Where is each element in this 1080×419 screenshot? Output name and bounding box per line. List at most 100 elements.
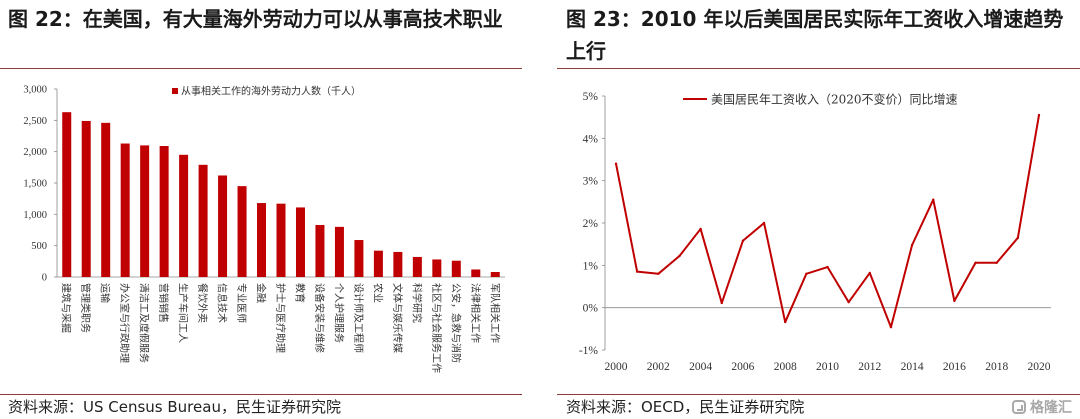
bar [412,256,422,277]
x-category-label: 营销销售 [157,283,170,323]
x-category-label: 文体与娱乐传媒 [391,283,404,353]
x-tick-label: 2010 [816,361,839,373]
bar [451,260,461,277]
data-point [741,239,745,242]
bar [257,203,267,277]
left-source-note: 资料来源：US Census Bureau，民生证券研究院 [8,398,341,416]
x-tick-label: 2006 [731,361,754,373]
bar [393,251,403,277]
bar [276,203,286,277]
x-tick-label: 2000 [605,361,628,373]
bar [237,186,247,277]
legend-label: 从事相关工作的海外劳动力人数（千人） [181,85,361,98]
left-source-divider [0,394,522,395]
x-category-label: 公安，急救与消防 [449,283,462,363]
x-tick-label: 2020 [1028,361,1051,373]
y-tick-label: 4% [583,133,599,145]
line-chart: -1% 0% 1% 2% 3% 4% 5% 2000 2002 2004 2006 2008 2010 2… [579,91,1051,373]
x-category-label: 军队相关工作 [488,283,501,343]
x-category-label: 设计师及工程师 [352,283,365,353]
data-point [974,261,977,264]
data-point [910,243,914,247]
y-tick-label: 3,000 [23,85,47,96]
x-tick-label: 2016 [943,361,966,373]
x-tick-label: 2002 [647,361,670,373]
bar [490,271,500,277]
x-category-label: 专业医师 [235,283,248,323]
y-tick-label: 3% [583,176,599,188]
data-point [932,198,935,201]
x-category-label: 生产车间工人 [177,283,190,343]
x-tick-label: 2014 [901,361,924,373]
x-category-label: 科学研究 [410,283,423,323]
x-tick-label: 2012 [858,361,881,373]
right-source-note: 资料来源：OECD，民生证券研究院 [566,398,805,416]
bar [295,207,305,277]
x-category-label: 运输 [99,283,112,303]
bar [179,154,189,277]
bar [334,226,344,277]
data-point [699,227,702,231]
legend-swatch [172,88,178,94]
x-category-label: 个人护理服务 [332,283,345,343]
data-point [657,272,660,275]
y-tick-label: 2,000 [23,147,47,158]
data-point [953,299,956,303]
bar [315,224,325,277]
x-tick-label: 2018 [985,361,1008,373]
data-point [1016,236,1020,240]
right-title-divider [557,68,1080,69]
gelonghui-logo-icon [1012,400,1026,414]
bar [354,240,364,277]
x-category-label: 管理类职务 [79,283,92,333]
data-point [784,320,787,324]
x-category-label: 农业 [371,283,384,303]
bar [120,143,130,277]
x-category-label: 设备安装与维修 [313,283,326,353]
data-point [635,270,639,273]
data-point [614,162,618,165]
y-tick-label: 5% [583,91,599,103]
watermark: 格隆汇 [1012,397,1072,417]
x-category-label: 办公室与行政助理 [118,283,131,363]
right-source-divider [557,394,1080,395]
data-point [826,265,829,269]
y-tick-label: 2% [583,218,599,230]
data-point [889,325,893,329]
bar-chart: 0 500 1,000 1,500 2,000 2,500 3,000 建筑与采掘 管理类职务运… [23,85,505,373]
y-tick-label: 0 [42,273,47,284]
x-category-label: 金融 [255,283,268,303]
y-tick-label: 2,500 [23,116,47,127]
bar [140,145,150,277]
x-category-label: 社区与社会服务工作 [430,283,443,373]
x-category-label: 法律相关工作 [469,283,482,343]
bar [218,175,228,277]
data-point [868,271,871,275]
data-point [720,301,723,305]
left-title-divider [0,68,522,69]
x-category-label: 建筑与采掘 [60,283,73,333]
x-category-label: 清洁工及度假服务 [138,283,151,363]
bar [101,122,111,277]
data-point [805,272,808,275]
bar [432,259,442,277]
x-category-label: 护士与医疗助理 [274,283,287,353]
legend-label: 美国居民年工资收入（2020不变价）同比增速 [711,92,958,107]
bar [198,164,208,277]
right-chart-title: 图 23：2010 年以后美国居民实际年工资收入增速趋势上行 [566,7,1064,63]
x-tick-label: 2004 [689,361,712,373]
x-category-label: 教育 [293,283,306,303]
bar [471,269,481,277]
bar [373,250,383,277]
data-point [678,254,681,258]
watermark-text: 格隆汇 [1030,400,1072,416]
bar [159,146,169,277]
data-point [762,221,766,225]
y-tick-label: 1% [583,260,599,272]
x-category-label: 餐饮外卖 [196,283,209,323]
y-tick-label: 1,000 [23,210,47,221]
x-category-label: 信息技术 [216,283,229,323]
data-point [847,300,850,304]
y-tick-label: 0% [583,303,599,315]
data-point [1037,113,1041,117]
